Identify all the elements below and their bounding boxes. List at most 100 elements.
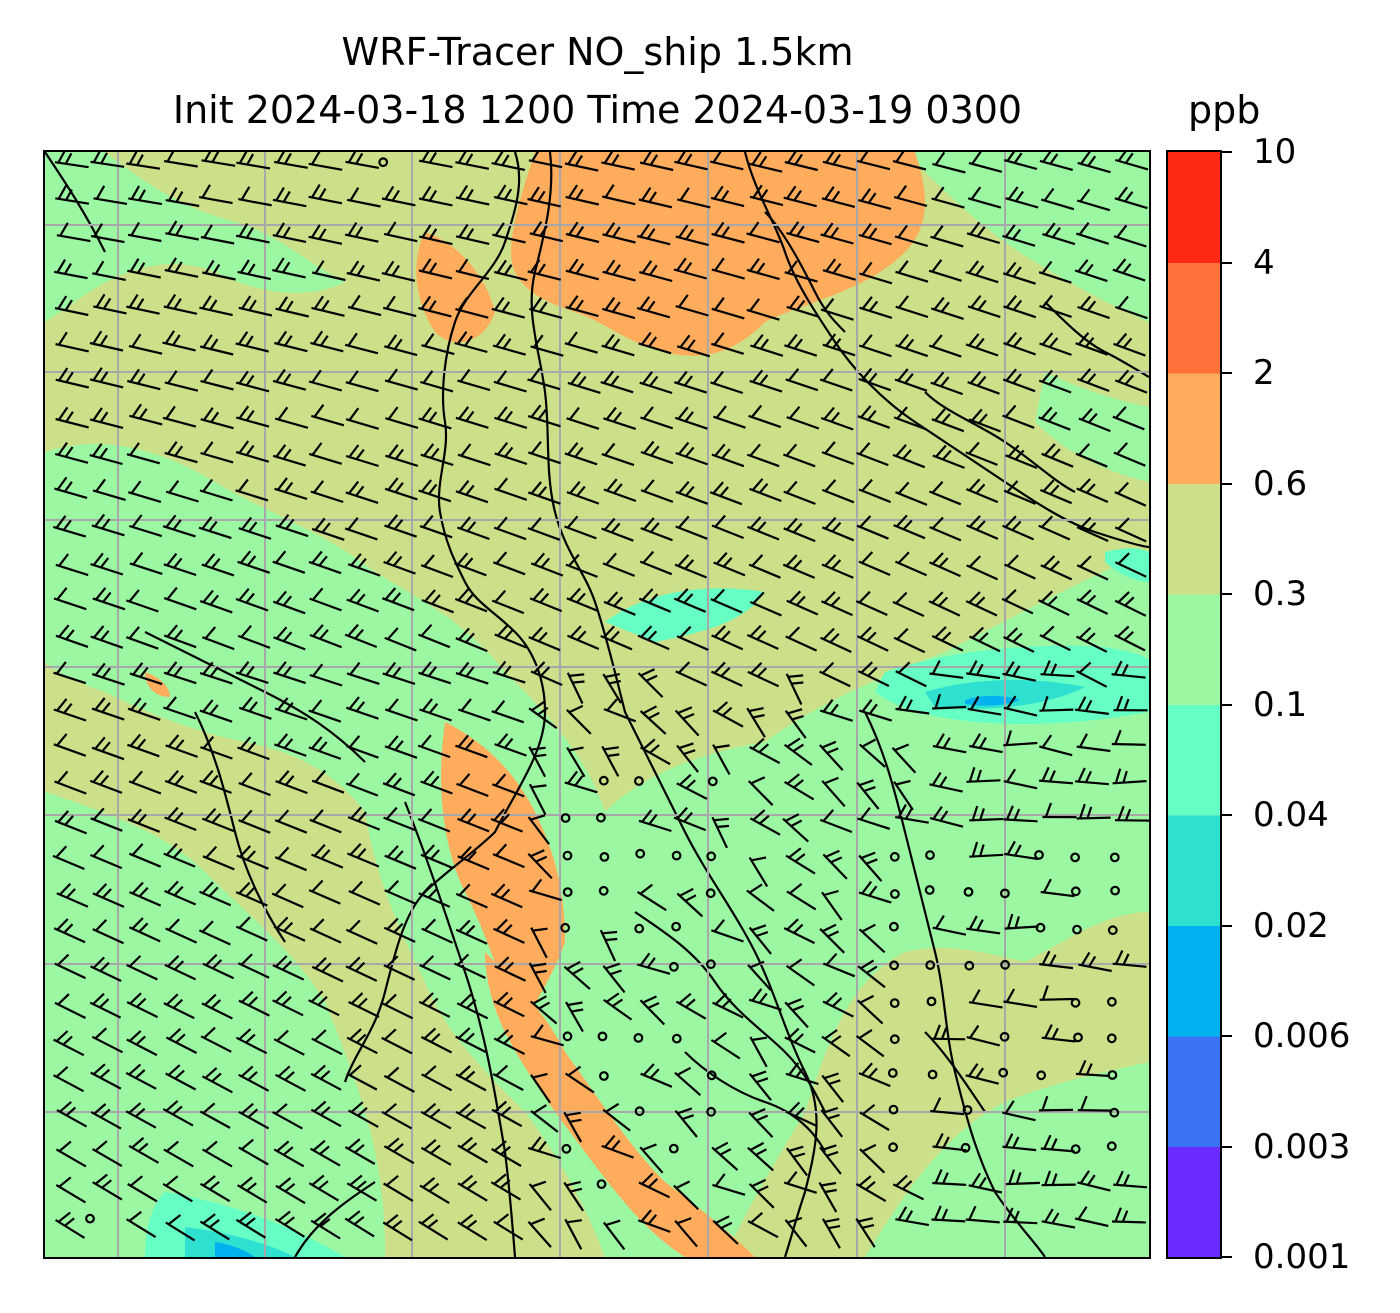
wind-barb-shaft — [710, 196, 745, 208]
wind-barb-shaft — [381, 1110, 413, 1130]
wind-barb-shaft — [566, 597, 599, 613]
wind-barb-shaft — [966, 779, 1001, 783]
wind-barb-shaft — [674, 1071, 702, 1097]
wind-barb-feather — [275, 222, 285, 237]
wind-barb-shaft — [931, 635, 964, 652]
wind-barb-feather — [465, 924, 476, 935]
wind-barb-shaft — [858, 488, 892, 504]
wind-barb-feather — [457, 588, 470, 601]
wind-barb-feather — [531, 700, 545, 712]
wind-barb-shaft — [92, 1181, 123, 1201]
wind-barb-shaft — [1113, 451, 1146, 467]
wind-barb-feather — [355, 485, 365, 497]
wind-barb-feather — [55, 515, 67, 529]
wind-barb-shaft — [164, 816, 197, 832]
wind-barb-feather — [938, 596, 949, 607]
wind-barb-shaft — [1113, 235, 1147, 248]
wind-barb-shaft — [90, 817, 123, 832]
wind-barb-feather — [756, 262, 766, 274]
wind-barb-feather — [575, 188, 584, 200]
wind-barb-feather — [137, 1142, 149, 1153]
wind-barb-feather — [647, 630, 658, 641]
wind-barb-feather — [1081, 407, 1093, 421]
wind-barb-shaft — [530, 670, 563, 687]
wind-barb-feather — [1122, 263, 1132, 274]
wind-barb-shaft — [128, 852, 162, 868]
wind-barb-feather — [394, 740, 404, 751]
wind-barb-shaft — [855, 1218, 876, 1248]
wind-barb-feather — [466, 521, 477, 532]
wind-barb-feather — [95, 919, 108, 932]
wind-barb-shaft — [492, 853, 525, 869]
wind-barb-shaft — [201, 1075, 233, 1094]
wind-barb-feather — [530, 481, 542, 495]
wind-barb-feather — [649, 744, 660, 754]
wind-barb-shaft — [527, 816, 550, 845]
wind-barb-feather — [101, 518, 111, 530]
wind-barb-feather — [932, 225, 944, 239]
wind-barb-feather — [969, 370, 982, 384]
wind-barb-shaft — [895, 1218, 930, 1227]
wind-barb-shaft — [966, 927, 1001, 935]
wind-barb-feather — [465, 188, 474, 201]
wind-barb-feather — [1051, 1212, 1060, 1224]
wind-barb-feather — [128, 294, 139, 308]
wind-barb-feather — [860, 851, 876, 860]
wind-barb-feather — [64, 152, 73, 165]
wind-barb-feather — [494, 700, 506, 713]
wind-barb-feather — [313, 295, 325, 310]
wind-barb-shaft — [1041, 452, 1074, 468]
wind-barb-feather — [99, 1108, 111, 1119]
wind-barb-feather — [538, 1001, 551, 1010]
wind-barb-feather — [173, 557, 183, 569]
wind-barb-feather — [247, 1071, 258, 1081]
wind-barb-feather — [1084, 336, 1095, 348]
wind-barb-feather — [238, 152, 248, 164]
wind-barb-shaft — [966, 232, 1001, 245]
wind-barb-feather — [567, 1001, 583, 1007]
wind-barb-feather — [968, 660, 978, 675]
wind-barb-shaft — [163, 852, 196, 868]
wind-barb-feather — [62, 519, 72, 531]
wind-barb-shaft — [748, 414, 782, 429]
wind-barb-shaft — [892, 453, 926, 469]
calm-marker — [562, 1031, 573, 1042]
wind-barb-feather — [1079, 478, 1091, 491]
wind-barb-shaft — [1004, 563, 1036, 580]
wind-barb-feather — [824, 1218, 840, 1223]
wind-barb-feather — [1077, 259, 1089, 273]
wind-barb-feather — [204, 1067, 218, 1079]
wind-barb-feather — [861, 367, 873, 381]
calm-marker — [634, 1106, 645, 1117]
wind-barb-feather — [1084, 263, 1094, 275]
wind-barb-shaft — [162, 525, 196, 538]
wind-barb-shaft — [640, 527, 673, 542]
wind-barb-shaft — [530, 927, 548, 959]
wind-barb-shaft — [53, 708, 87, 722]
wind-barb-feather — [978, 1176, 987, 1189]
wind-barb-shaft — [750, 344, 784, 357]
wind-barb-shaft — [235, 416, 270, 428]
wind-barb-feather — [606, 698, 618, 712]
wind-barb-feather — [430, 447, 440, 459]
wind-barb-feather — [859, 994, 875, 1004]
wind-barb-feather — [828, 1225, 841, 1230]
wind-barb-feather — [861, 551, 874, 564]
wind-barb-feather — [130, 221, 140, 236]
wind-barb-feather — [531, 784, 547, 789]
colorbar-tick — [1222, 261, 1232, 264]
wind-barb-feather — [823, 1106, 839, 1114]
wind-barb-shaft — [563, 1181, 585, 1212]
wind-barb-shaft — [857, 415, 891, 429]
wind-barb-feather — [751, 1178, 767, 1188]
wind-barb-shaft — [746, 232, 780, 244]
wind-barb-feather — [466, 1180, 478, 1190]
wind-barb-feather — [1012, 1136, 1020, 1149]
wind-barb-feather — [786, 773, 800, 785]
wind-barb-shaft — [89, 378, 124, 389]
wind-barb-shaft — [199, 1220, 230, 1241]
wind-barb-feather — [1041, 369, 1054, 383]
wind-barb-shaft — [821, 1074, 845, 1103]
wind-barb-shaft — [639, 161, 674, 172]
calm-marker — [671, 921, 681, 932]
